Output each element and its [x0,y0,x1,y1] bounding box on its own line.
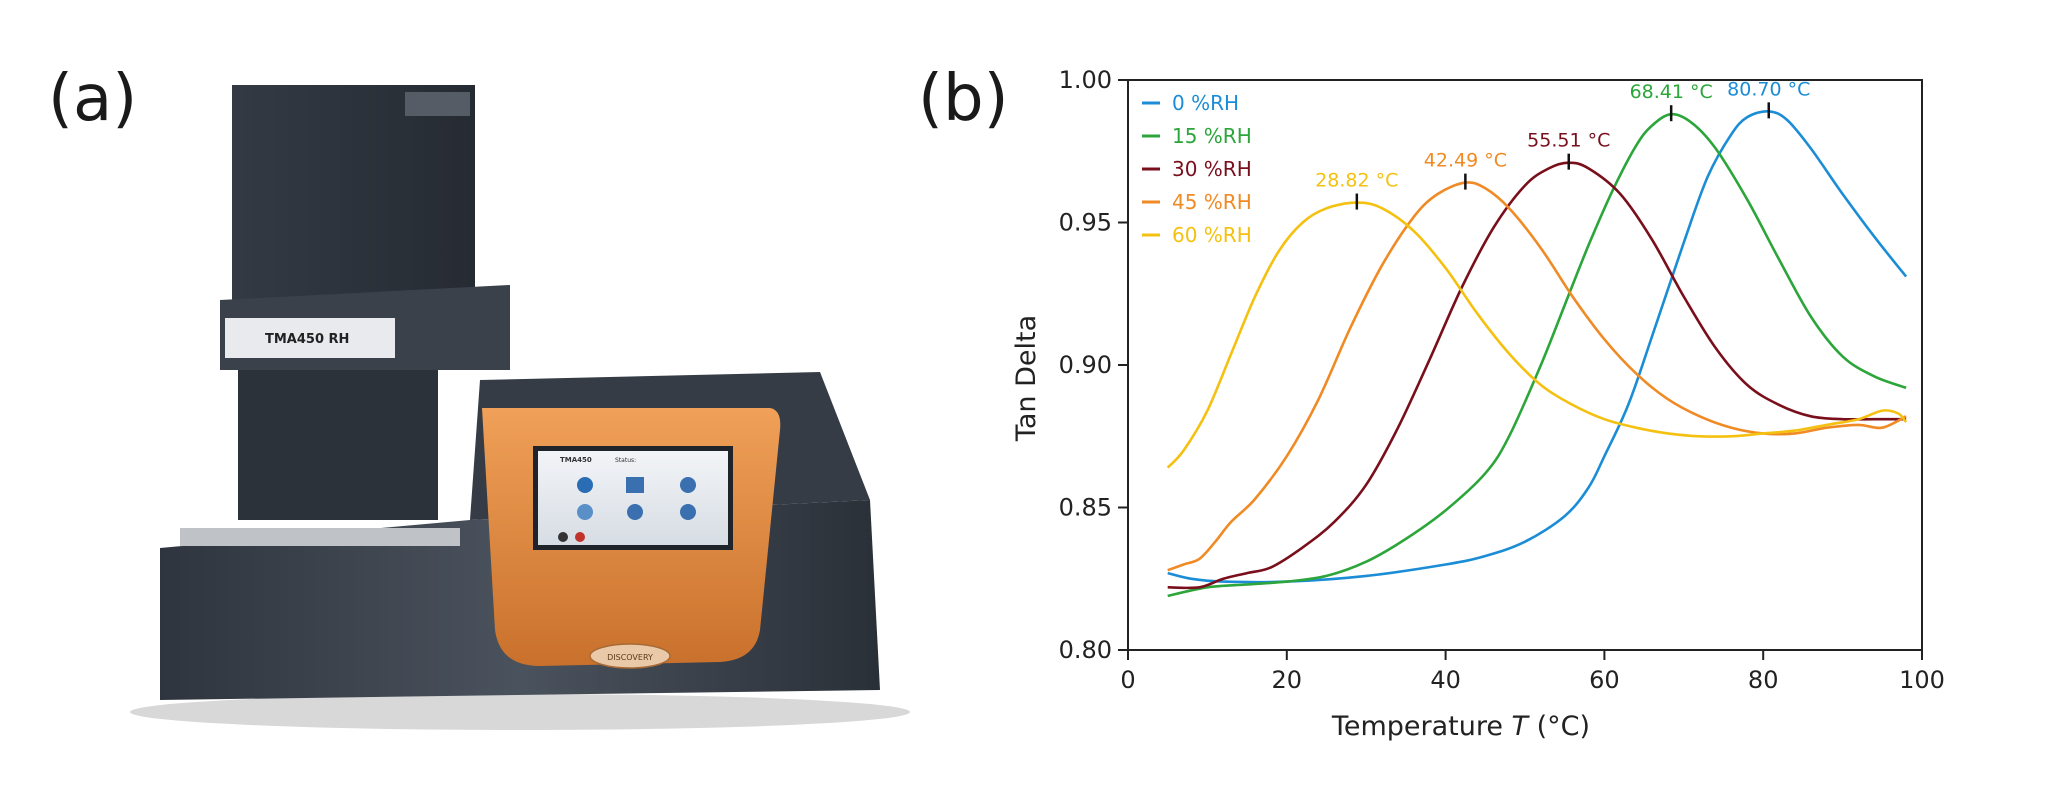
stop-screen-icon[interactable] [575,532,585,542]
vent-grille [405,92,470,116]
network-screen-icon[interactable] [577,504,593,520]
x-tick-label: 80 [1748,666,1779,694]
series-layer [1166,110,1908,598]
furnace-tower [232,85,475,300]
utilities-screen-icon[interactable] [680,504,696,520]
x-tick-label: 100 [1899,666,1945,694]
y-tick-label: 0.85 [1059,494,1112,522]
info-screen-icon[interactable] [577,477,593,493]
panel-b-label: (b) [918,62,1009,136]
touchscreen[interactable] [538,451,728,545]
screen-status-text: Status: [615,457,636,464]
x-axis-title: Temperature T (°C) [1331,711,1590,742]
y-tick-label: 0.90 [1059,351,1112,379]
legend-label-60-rh: 60 %RH [1172,223,1252,247]
labels-layer: 80.70 °C 0 %RH 68.41 °C 15 %RH 55.51 °C 30 %R… [1142,78,1810,247]
instrument-shadow [130,694,910,730]
x-tick-label: 20 [1272,666,1303,694]
x-tick-label: 60 [1589,666,1620,694]
y-tick-label: 0.95 [1059,209,1112,237]
y-tick-label: 0.80 [1059,636,1112,664]
legend-label-45-rh: 45 %RH [1172,190,1252,214]
nameplate-text: TMA450 RH [265,332,349,347]
x-tick-label: 40 [1430,666,1461,694]
legend-label-30-rh: 30 %RH [1172,157,1252,181]
y-tick-label: 1.00 [1059,66,1112,94]
series-line-45-rh [1167,181,1907,572]
calibration-screen-icon[interactable] [627,504,643,520]
legend-label-0-rh: 0 %RH [1172,91,1239,115]
peak-label-30-rh: 55.51 °C [1527,130,1610,152]
peak-label-15-rh: 68.41 °C [1630,81,1713,103]
discovery-badge [589,643,671,669]
series-line-30-rh [1167,161,1907,590]
settings-screen-icon[interactable] [680,477,696,493]
panel-a-label: (a) [48,62,138,136]
start-screen-icon[interactable] [558,532,568,542]
peak-label-60-rh: 28.82 °C [1315,170,1398,192]
peak-label-0-rh: 80.70 °C [1727,78,1810,100]
series-line-60-rh [1166,201,1908,469]
sample-stage [180,528,460,546]
results-screen-icon[interactable] [626,477,644,493]
nameplate [225,318,395,358]
peak-label-45-rh: 42.49 °C [1424,150,1507,172]
series-line-15-rh [1167,112,1907,598]
legend-label-15-rh: 15 %RH [1172,124,1252,148]
discovery-badge-text: DISCOVERY [607,653,653,662]
axes-layer: 0 20 40 60 80 100 0.80 0.85 0.90 0.95 1.00 [1059,66,1945,694]
x-tick-label: 0 [1120,666,1135,694]
series-line-0-rh [1167,110,1908,584]
screen-model-text: TMA450 [560,456,592,464]
y-axis-title: Tan Delta [1011,315,1042,442]
sample-chamber [238,370,438,520]
